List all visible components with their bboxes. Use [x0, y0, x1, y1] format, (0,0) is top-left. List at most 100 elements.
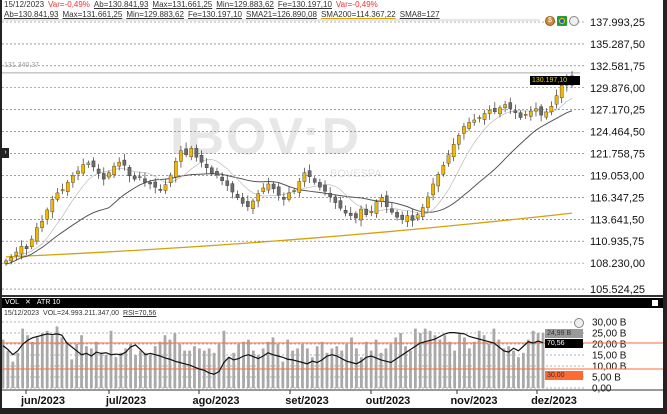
tab-atr[interactable]: ATR 10 [36, 299, 61, 306]
volume-bar [467, 348, 471, 388]
volume-bar [173, 333, 177, 388]
maximize-pane-button[interactable] [652, 300, 658, 306]
candle-body [539, 106, 543, 116]
x-tick-label: out/2023 [366, 395, 411, 407]
candle-body [287, 192, 291, 200]
candle-body [292, 190, 296, 192]
volume-bar [21, 328, 25, 388]
price-tick-label: 119.053,00 [590, 170, 644, 182]
candle-body [436, 174, 441, 187]
rsi-tag: 70,56 [545, 339, 583, 348]
header-max-2: Max=131.661,25 [62, 10, 123, 19]
volume-bar [55, 326, 59, 388]
candle-body [282, 197, 286, 200]
candle-body [276, 186, 281, 196]
close-tab-icon[interactable]: ✕ [25, 299, 31, 306]
candle-body [451, 144, 456, 158]
header-date: 15/12/2023 [4, 0, 45, 9]
volume-bar [482, 335, 486, 388]
candle-body [65, 182, 70, 192]
candle-body [132, 175, 137, 180]
volume-bar [104, 355, 108, 388]
volume-bar [271, 337, 275, 388]
header-sma21: SMA21=126.890,08 [245, 10, 317, 19]
x-tick-label: jun/2023 [20, 395, 65, 407]
volume-bar [472, 341, 476, 388]
candle-body [395, 212, 399, 218]
candle-body [35, 227, 39, 242]
volume-bar [222, 330, 226, 388]
volume-bar [134, 355, 137, 388]
candle-body [302, 172, 307, 182]
volume-bar [153, 346, 157, 388]
indicator-rsi: RSI=70,56 [123, 310, 157, 317]
candle-body [173, 161, 178, 178]
candle-body [348, 212, 353, 216]
volume-bar [80, 335, 83, 388]
volume-bar [143, 352, 147, 388]
volume-bar [305, 348, 309, 388]
candle-body [261, 187, 266, 192]
candle-body [559, 84, 564, 98]
volume-tag: 24,99 B [545, 329, 583, 338]
volume-bar [232, 352, 236, 388]
currency-icon[interactable]: $ [545, 16, 555, 26]
candle-body [215, 171, 219, 176]
x-tick-label: nov/2023 [450, 395, 497, 407]
candle-body [359, 208, 363, 221]
volume-bar [492, 328, 496, 388]
volume-tick-label: 30,00 B [592, 318, 627, 329]
clock-icon[interactable] [569, 16, 579, 26]
volume-bar [26, 335, 29, 388]
price-tick-label: 121.758,75 [590, 149, 645, 161]
candle-body [420, 207, 425, 217]
tab-vol[interactable]: VOL [5, 299, 20, 306]
x-tick-label: jul/2023 [105, 395, 146, 407]
volume-bar [256, 355, 260, 388]
candle-body [4, 260, 8, 264]
candle-body [235, 193, 240, 198]
volume-bar [75, 344, 79, 388]
volume-tick-label: 0,00 [592, 384, 612, 395]
candle-body [307, 170, 312, 177]
candle-body [508, 102, 513, 109]
candle-body [523, 114, 528, 116]
clock-icon-sub[interactable] [574, 318, 584, 328]
price-tick-label: 124.464,50 [590, 127, 645, 139]
volume-bar [247, 339, 250, 388]
candle-body [271, 183, 276, 190]
candle-body [446, 154, 451, 164]
volume-bar [163, 335, 167, 388]
header-sma8: SMA8=127 [399, 10, 440, 19]
volume-bar [276, 344, 280, 388]
candle-body [503, 104, 507, 109]
volume-bar [497, 339, 501, 388]
candle-body [81, 164, 85, 174]
volume-bar [40, 333, 44, 388]
candle-body [431, 183, 435, 196]
volume-bar [89, 348, 93, 388]
volume-bar [296, 348, 299, 388]
candle-body [158, 189, 163, 191]
candle-body [318, 182, 322, 188]
candle-body [76, 170, 80, 175]
volume-bar [212, 352, 216, 388]
expand-left-button[interactable]: › [2, 148, 9, 158]
candle-body [405, 215, 410, 222]
candle-body [179, 150, 183, 162]
price-tick-label: 105.524,25 [590, 284, 645, 296]
price-tick-label: 132.581,75 [590, 61, 645, 73]
candle-body [107, 172, 111, 178]
candle-body [544, 111, 549, 118]
volume-bar [325, 352, 329, 388]
candle-body [369, 211, 374, 213]
price-tick-label: 113.641,50 [590, 214, 644, 226]
volume-bar [531, 330, 535, 388]
candle-body [549, 105, 554, 113]
candle-body [333, 196, 338, 203]
volume-bar [11, 361, 15, 388]
volume-bar [237, 344, 241, 388]
candle-body [246, 201, 250, 207]
candle-body [297, 181, 302, 193]
